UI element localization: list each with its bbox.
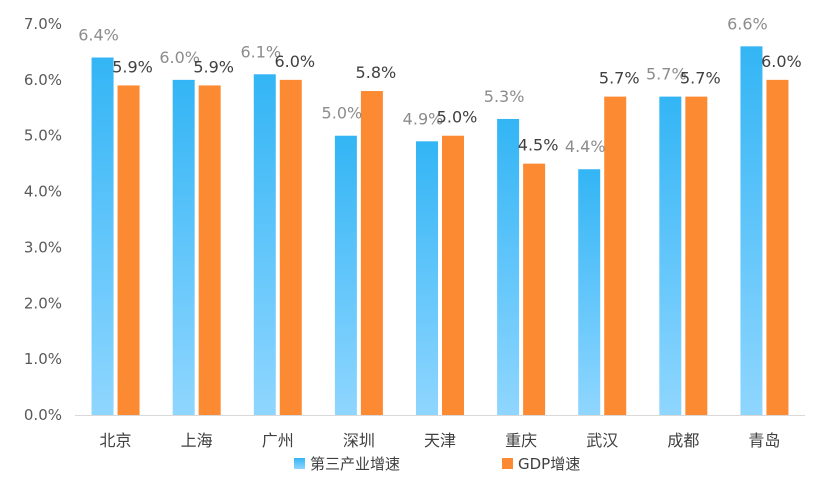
data-label-tertiary-industry: 6.4% xyxy=(78,26,119,45)
x-tick-label: 天津 xyxy=(424,431,456,450)
bar-gdp xyxy=(766,79,789,415)
x-tick-label: 上海 xyxy=(181,431,213,450)
y-tick-label: 7.0% xyxy=(24,15,62,33)
bar-tertiary-industry xyxy=(740,46,763,415)
bar-gdp xyxy=(523,163,546,415)
data-label-gdp: 4.5% xyxy=(518,136,559,155)
bar-tertiary-industry xyxy=(578,169,601,415)
data-label-tertiary-industry: 6.6% xyxy=(727,14,768,33)
bar-gdp xyxy=(117,85,140,415)
y-axis: 0.0% 1.0% 2.0% 3.0% 4.0% 5.0% 6.0% 7.0% xyxy=(24,15,62,424)
y-tick-label: 1.0% xyxy=(24,350,62,368)
data-label-tertiary-industry: 5.3% xyxy=(484,87,525,106)
legend-swatch-gdp xyxy=(502,458,513,469)
x-tick-label: 深圳 xyxy=(343,431,375,450)
y-tick-label: 0.0% xyxy=(24,406,62,424)
legend-label-tertiary-industry: 第三产业增速 xyxy=(310,455,400,473)
y-tick-label: 6.0% xyxy=(24,71,62,89)
data-label-gdp: 5.9% xyxy=(193,57,234,76)
bar-tertiary-industry xyxy=(659,96,682,415)
bar-gdp xyxy=(442,135,464,415)
data-label-gdp: 5.7% xyxy=(680,69,721,88)
x-tick-label: 重庆 xyxy=(505,431,537,450)
bar-gdp xyxy=(685,96,708,415)
x-tick-label: 青岛 xyxy=(748,431,780,450)
bar-tertiary-industry xyxy=(253,74,276,416)
data-labels: 6.4%5.9%6.0%5.9%6.1%6.0%5.0%5.8%4.9%5.0%… xyxy=(78,14,802,156)
data-label-gdp: 5.9% xyxy=(112,57,153,76)
bar-gdp xyxy=(604,96,627,415)
bar-gdp xyxy=(198,85,221,415)
bar-tertiary-industry xyxy=(334,135,357,415)
bar-tertiary-industry xyxy=(497,118,520,415)
bar-tertiary-industry xyxy=(91,57,114,416)
data-label-tertiary-industry: 6.0% xyxy=(159,48,200,67)
data-label-tertiary-industry: 4.9% xyxy=(403,109,444,128)
bars xyxy=(91,46,789,416)
data-label-tertiary-industry: 4.4% xyxy=(565,137,606,156)
y-tick-label: 3.0% xyxy=(24,238,62,256)
data-label-tertiary-industry: 5.7% xyxy=(646,65,687,84)
y-tick-label: 4.0% xyxy=(24,183,62,201)
bar-gdp xyxy=(279,79,302,415)
bar-gdp xyxy=(360,91,383,416)
data-label-tertiary-industry: 5.0% xyxy=(322,104,363,123)
data-label-gdp: 6.0% xyxy=(274,52,315,71)
legend: 第三产业增速 GDP增速 xyxy=(294,455,580,473)
bar-tertiary-industry xyxy=(416,141,438,416)
x-axis: 北京 上海 广州 深圳 天津 重庆 武汉 成都 青岛 xyxy=(75,415,805,450)
data-label-tertiary-industry: 6.1% xyxy=(240,42,281,61)
data-label-gdp: 5.0% xyxy=(437,108,478,127)
x-tick-label: 武汉 xyxy=(586,431,618,450)
bar-tertiary-industry xyxy=(172,79,195,415)
x-tick-label: 广州 xyxy=(262,431,294,450)
legend-swatch-tertiary-industry xyxy=(294,458,305,469)
x-tick-label: 成都 xyxy=(667,431,699,450)
legend-label-gdp: GDP增速 xyxy=(518,455,580,473)
data-label-gdp: 5.7% xyxy=(599,69,640,88)
y-tick-label: 2.0% xyxy=(24,294,62,312)
y-tick-label: 5.0% xyxy=(24,127,62,145)
data-label-gdp: 5.8% xyxy=(356,63,397,82)
x-tick-label: 北京 xyxy=(100,431,132,450)
data-label-gdp: 6.0% xyxy=(761,52,802,71)
